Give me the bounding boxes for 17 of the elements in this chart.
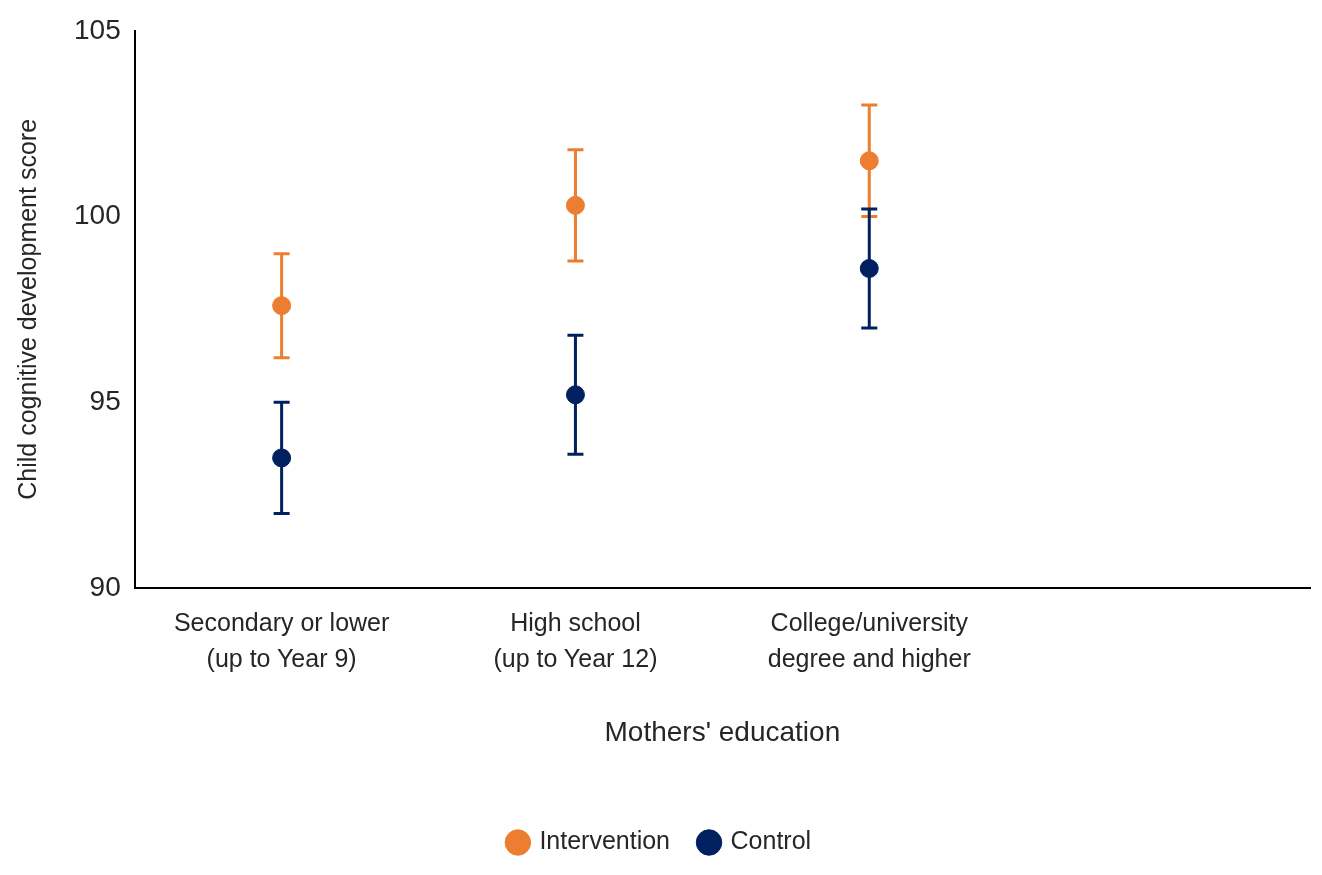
point	[565, 195, 585, 215]
point	[859, 259, 879, 278]
x-tick-label: Secondary or lower (up to Year 9)	[173, 607, 390, 673]
point	[272, 296, 292, 316]
y-tick-label: 105	[74, 13, 121, 45]
y-tick-label: 100	[74, 199, 121, 231]
legend-label: Control	[730, 826, 812, 855]
y-tick-label: 90	[89, 570, 121, 602]
x-tick-label: College/university degree and higher	[767, 607, 971, 673]
legend-label: Intervention	[539, 826, 671, 855]
x-axis-title: Mothers' education	[604, 715, 841, 747]
y-axis-title: Child cognitive development score	[12, 118, 41, 500]
point	[272, 448, 292, 468]
x-tick-label: High school (up to Year 12)	[493, 607, 658, 673]
point	[859, 151, 879, 171]
y-tick-label: 95	[89, 384, 121, 416]
point	[565, 385, 585, 405]
